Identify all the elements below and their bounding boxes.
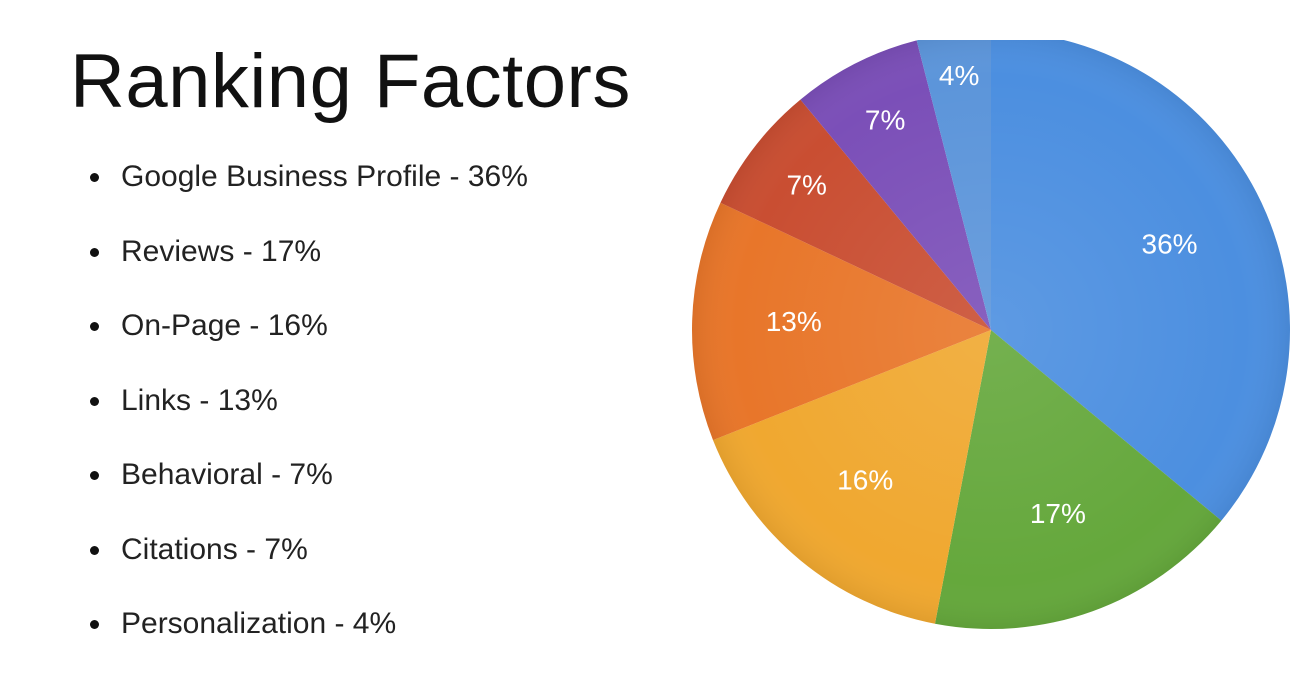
bullet-icon: [90, 247, 99, 257]
bullet-icon: [90, 173, 99, 182]
bullet-icon: [90, 471, 99, 480]
slice-label: 16%: [837, 464, 893, 495]
list-item: Google Business Profile - 36%: [90, 152, 528, 227]
slice-label: 7%: [865, 105, 905, 136]
list-item-text: On-Page - 16%: [121, 309, 328, 342]
list-item: Citations - 7%: [90, 525, 528, 600]
list-item: Reviews - 17%: [90, 227, 528, 302]
slice-label: 13%: [766, 306, 822, 337]
bullet-icon: [90, 545, 99, 555]
list-item-text: Behavioral - 7%: [121, 458, 333, 491]
bullet-icon: [90, 620, 99, 629]
slice-label: 17%: [1030, 498, 1086, 529]
bullet-icon: [90, 396, 99, 406]
list-item-text: Reviews - 17%: [121, 234, 322, 268]
list-item-text: Personalization - 4%: [121, 607, 397, 640]
ranking-factors-list: Google Business Profile - 36% Reviews - …: [90, 152, 528, 674]
slide: Ranking Factors Google Business Profile …: [70, 39, 1290, 640]
list-item: Personalization - 4%: [90, 599, 528, 674]
pie-chart: 36% 17% 16% 13% 7% 7% 4%: [692, 40, 1290, 629]
slice-label: 4%: [939, 60, 979, 91]
list-item-text: Links - 13%: [121, 383, 278, 417]
list-item-text: Google Business Profile - 36%: [121, 160, 528, 193]
list-item: Links - 13%: [90, 376, 528, 451]
slice-label: 36%: [1142, 228, 1198, 259]
slice-label: 7%: [786, 169, 826, 200]
bullet-icon: [90, 322, 99, 331]
pie-shading: [692, 40, 1290, 629]
list-item-text: Citations - 7%: [121, 532, 308, 566]
slide-title: Ranking Factors: [70, 39, 631, 124]
list-item: Behavioral - 7%: [90, 450, 528, 525]
list-item: On-Page - 16%: [90, 301, 528, 376]
